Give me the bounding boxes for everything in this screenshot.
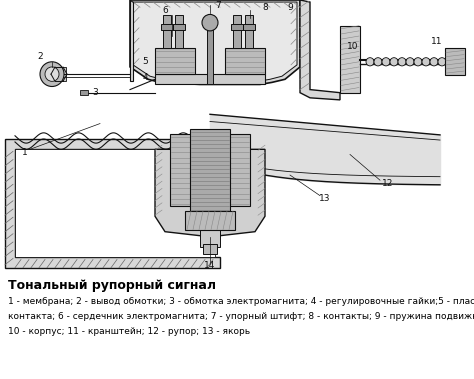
Text: Тональный рупорный сигнал: Тональный рупорный сигнал bbox=[8, 279, 216, 292]
Circle shape bbox=[202, 14, 218, 31]
Bar bbox=[245, 28, 253, 49]
Text: 13: 13 bbox=[319, 194, 331, 203]
Polygon shape bbox=[5, 139, 220, 268]
Bar bbox=[340, 26, 360, 93]
Text: 1 - мембрана; 2 - вывод обмотки; 3 - обмотка электромагнита; 4 - регулировочные : 1 - мембрана; 2 - вывод обмотки; 3 - обм… bbox=[8, 297, 474, 306]
Text: 6: 6 bbox=[162, 6, 168, 15]
Text: 3: 3 bbox=[92, 88, 98, 97]
Circle shape bbox=[430, 58, 438, 66]
Bar bbox=[155, 49, 195, 74]
Bar bbox=[173, 23, 185, 30]
Text: 1: 1 bbox=[22, 148, 28, 157]
Circle shape bbox=[45, 67, 59, 81]
Text: 10: 10 bbox=[347, 42, 359, 51]
Bar bbox=[245, 16, 253, 23]
Circle shape bbox=[40, 62, 64, 86]
Bar bbox=[225, 49, 265, 74]
Text: 12: 12 bbox=[383, 179, 394, 188]
Circle shape bbox=[398, 58, 406, 66]
Polygon shape bbox=[155, 149, 265, 237]
Circle shape bbox=[390, 58, 398, 66]
Bar bbox=[200, 227, 220, 247]
Bar bbox=[233, 16, 241, 23]
Bar bbox=[185, 211, 235, 230]
Text: 11: 11 bbox=[431, 37, 443, 46]
Text: 2: 2 bbox=[37, 52, 43, 61]
Bar bbox=[231, 23, 243, 30]
Bar bbox=[80, 89, 88, 95]
Circle shape bbox=[374, 58, 382, 66]
Text: 4: 4 bbox=[142, 73, 148, 82]
Text: 8: 8 bbox=[262, 3, 268, 12]
Text: 14: 14 bbox=[204, 261, 216, 270]
Bar bbox=[175, 16, 183, 23]
Bar bbox=[203, 244, 217, 254]
Bar bbox=[175, 28, 183, 49]
Bar bbox=[170, 134, 250, 206]
Text: 7: 7 bbox=[215, 1, 221, 9]
Polygon shape bbox=[300, 0, 340, 100]
Circle shape bbox=[366, 58, 374, 66]
Bar bbox=[163, 16, 171, 23]
Circle shape bbox=[422, 58, 430, 66]
Bar bbox=[163, 28, 171, 49]
Text: 9: 9 bbox=[287, 3, 293, 12]
Text: контакта; 6 - сердечник электромагнита; 7 - упорный штифт; 8 - контакты; 9 - пру: контакта; 6 - сердечник электромагнита; … bbox=[8, 312, 474, 321]
Circle shape bbox=[382, 58, 390, 66]
Bar bbox=[15, 149, 215, 257]
Bar bbox=[243, 23, 255, 30]
Bar bbox=[155, 74, 265, 85]
Bar bbox=[207, 23, 213, 85]
Text: 10 - корпус; 11 - кранштейн; 12 - рупор; 13 - якорь: 10 - корпус; 11 - кранштейн; 12 - рупор;… bbox=[8, 327, 250, 336]
Circle shape bbox=[406, 58, 414, 66]
Bar bbox=[190, 129, 230, 216]
Circle shape bbox=[414, 58, 422, 66]
Text: 5: 5 bbox=[142, 57, 148, 66]
Circle shape bbox=[438, 58, 446, 66]
Bar bbox=[445, 49, 465, 75]
Polygon shape bbox=[130, 0, 300, 85]
Polygon shape bbox=[133, 2, 297, 81]
Bar bbox=[233, 28, 241, 49]
Bar bbox=[161, 23, 173, 30]
Polygon shape bbox=[130, 0, 133, 81]
Bar bbox=[52, 67, 66, 81]
